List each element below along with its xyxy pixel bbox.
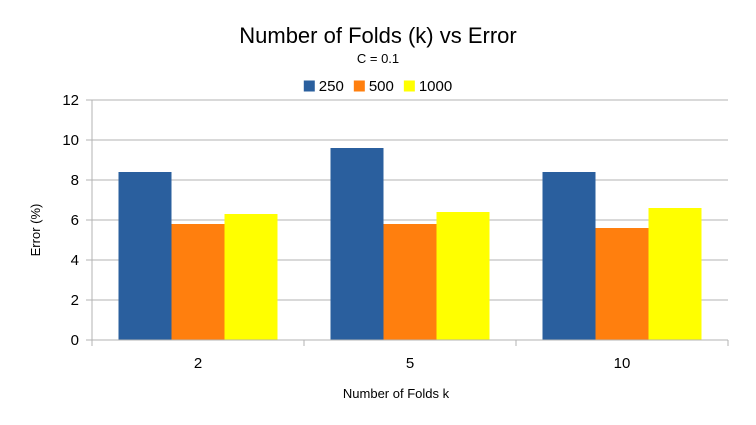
x-tick-label: 10 — [614, 355, 631, 372]
chart-subtitle: C = 0.1 — [357, 51, 399, 66]
y-tick-label: 8 — [71, 172, 79, 189]
bar-1000-k2 — [224, 214, 278, 340]
y-axis-label: Error (%) — [28, 204, 43, 257]
legend-swatch-250 — [303, 80, 315, 92]
bar-1000-k5 — [436, 212, 490, 340]
bars — [118, 148, 702, 340]
legend-label-500: 500 — [369, 78, 394, 95]
bar-1000-k10 — [648, 208, 702, 340]
y-tick-label: 12 — [62, 92, 79, 109]
y-tick-label: 6 — [71, 212, 79, 229]
bar-500-k2 — [171, 224, 225, 340]
legend-swatch-1000 — [403, 80, 415, 92]
x-tick-label: 5 — [406, 355, 414, 372]
legend-swatch-500 — [353, 80, 365, 92]
bar-250-k5 — [330, 148, 384, 340]
y-tick-label: 10 — [62, 132, 79, 149]
y-tick-label: 2 — [71, 292, 79, 309]
bar-500-k5 — [383, 224, 437, 340]
legend-label-250: 250 — [319, 78, 344, 95]
x-tick-label: 2 — [194, 355, 202, 372]
bar-500-k10 — [595, 228, 649, 340]
bar-250-k2 — [118, 172, 172, 340]
x-axis-label: Number of Folds k — [343, 386, 450, 401]
y-tick-label: 4 — [71, 252, 79, 269]
y-tick-label: 0 — [71, 332, 79, 349]
legend-label-1000: 1000 — [419, 78, 452, 95]
chart-title: Number of Folds (k) vs Error — [239, 23, 517, 48]
legend: 250 500 1000 — [303, 78, 452, 95]
bar-250-k10 — [542, 172, 596, 340]
axes: 2 5 10 — [91, 100, 729, 372]
